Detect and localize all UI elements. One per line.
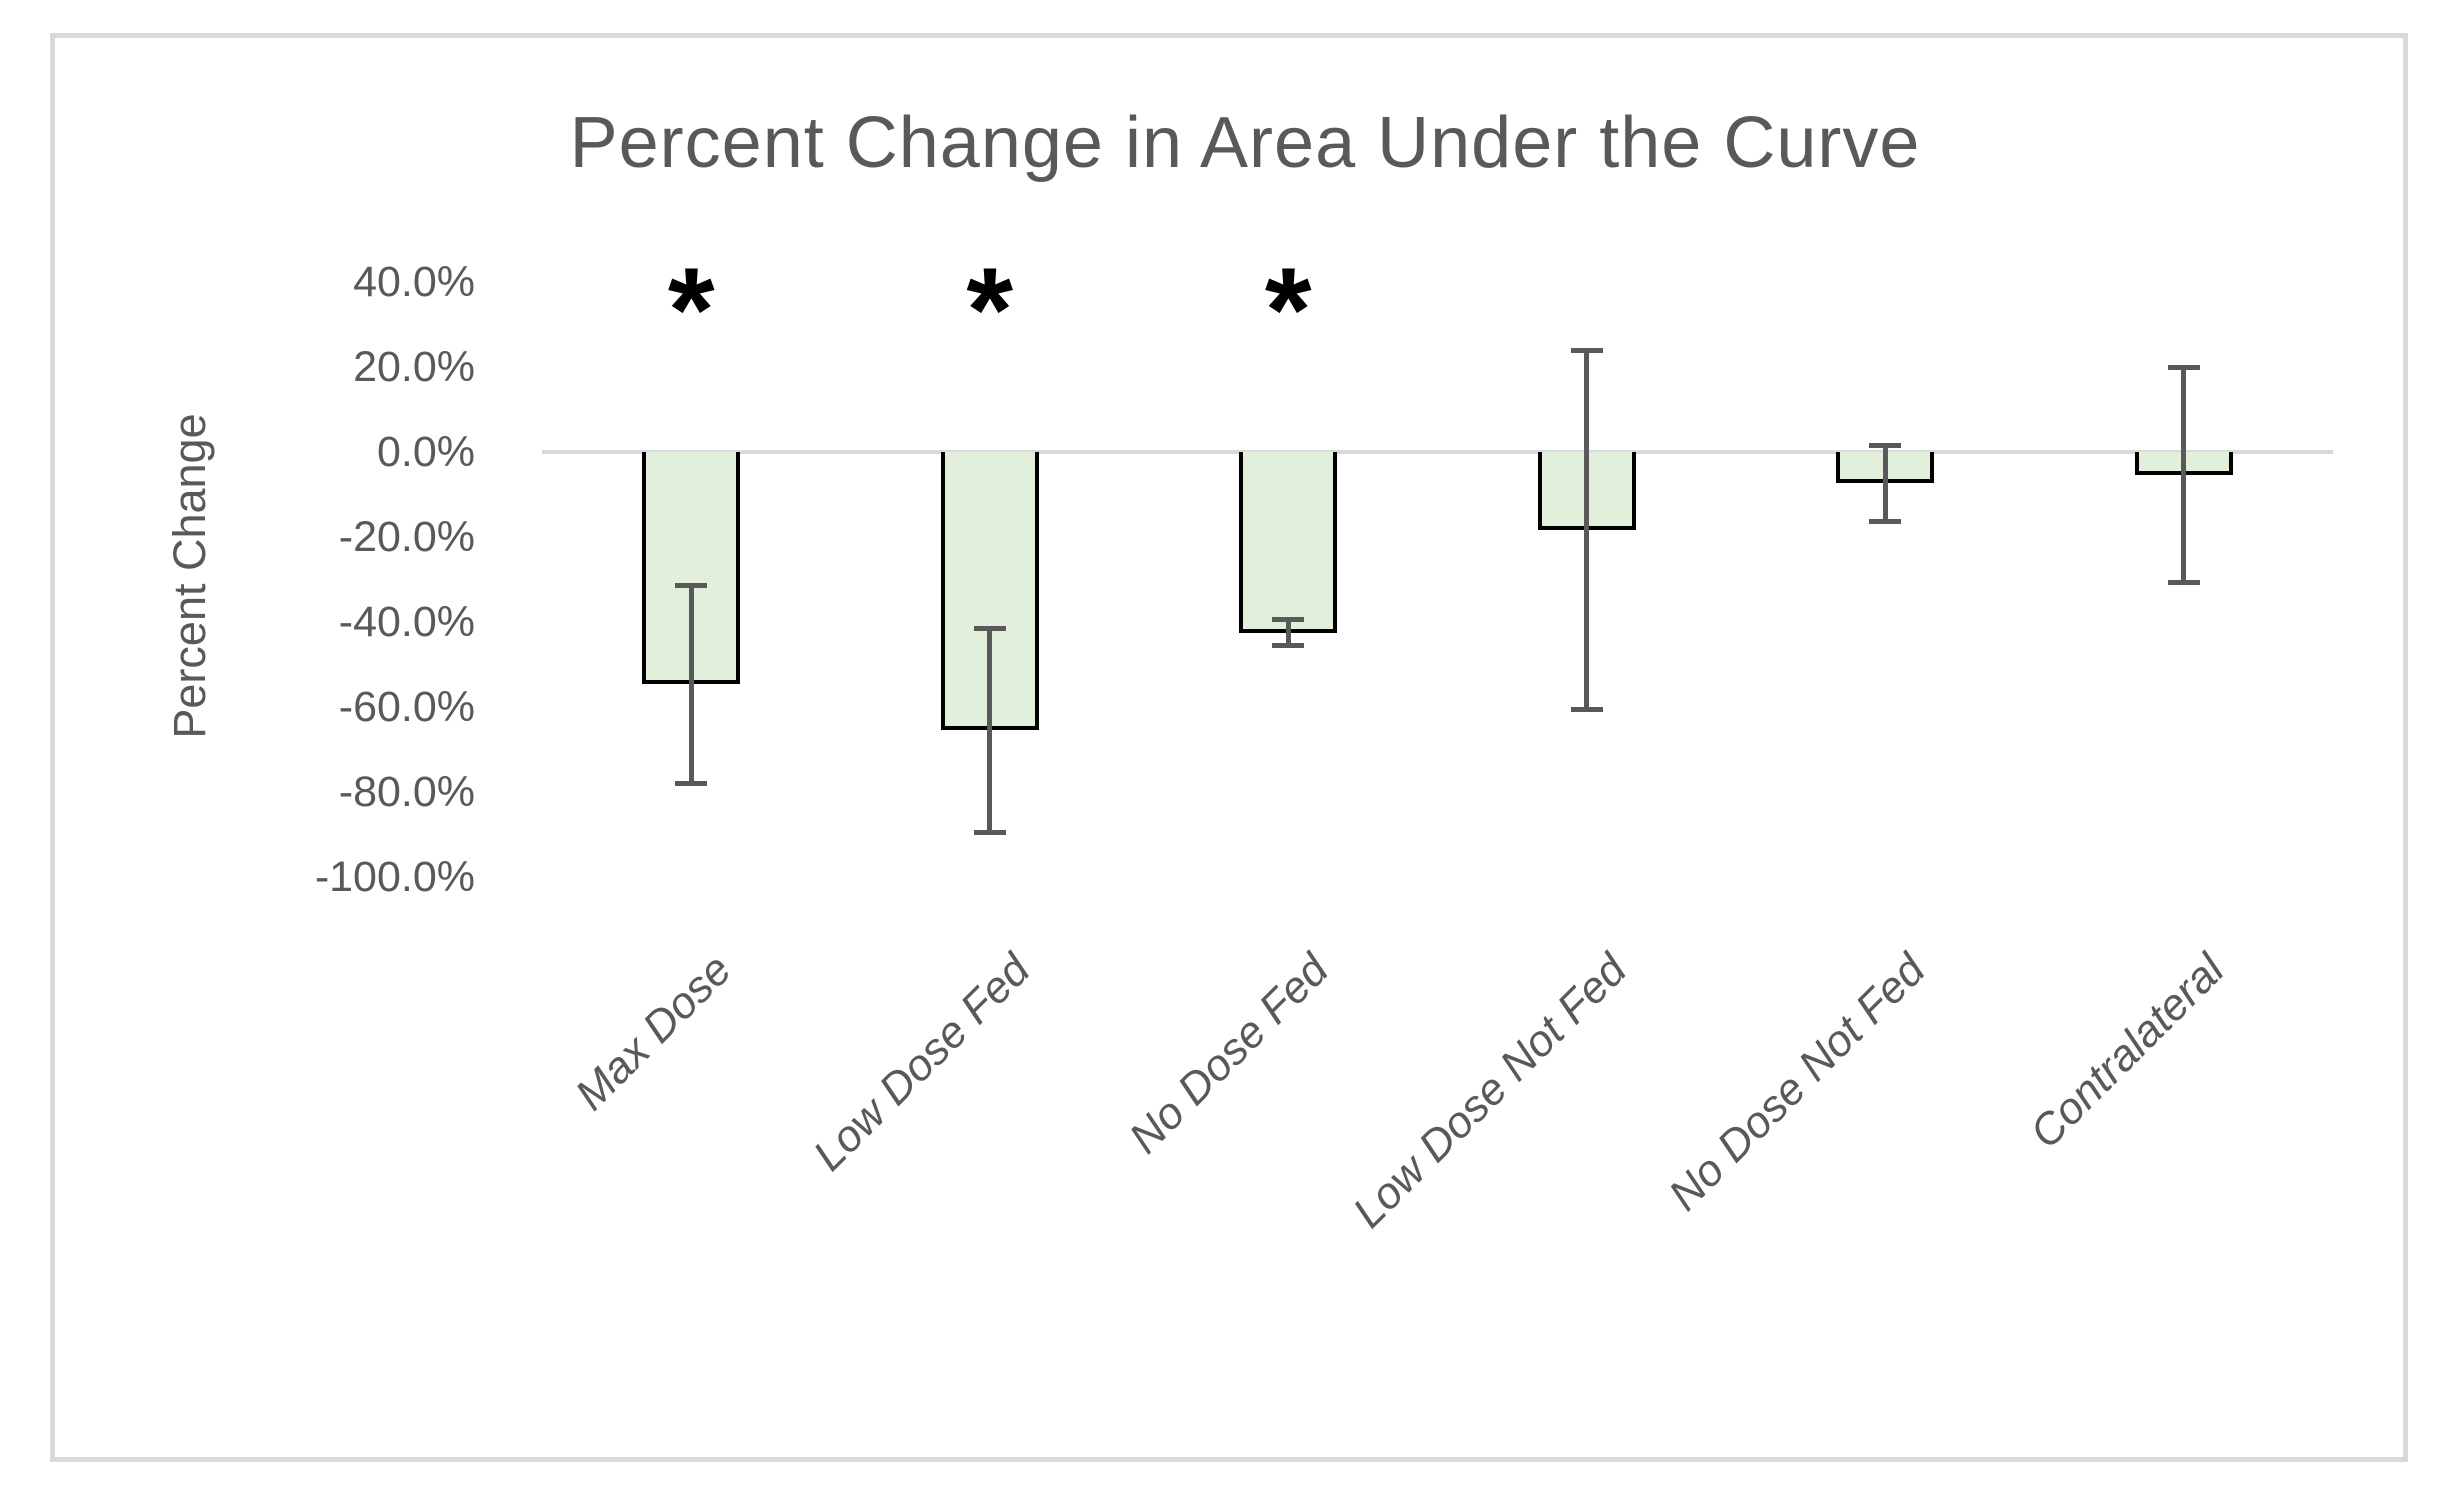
y-tick-label: 40.0% — [353, 258, 475, 306]
error-bar-cap — [1869, 519, 1902, 525]
error-bar-cap — [1869, 442, 1902, 448]
y-tick-label: -60.0% — [338, 683, 475, 731]
error-bar — [2181, 367, 2187, 583]
error-bar-cap — [973, 625, 1006, 631]
y-tick-label: -80.0% — [338, 768, 475, 816]
error-bar — [688, 585, 694, 784]
error-bar-cap — [2167, 365, 2200, 371]
error-bar-cap — [1272, 642, 1305, 648]
error-bar-cap — [1570, 706, 1603, 712]
error-bar-cap — [973, 829, 1006, 835]
y-tick-label: -100.0% — [314, 853, 475, 901]
y-tick-label: 20.0% — [353, 343, 475, 391]
error-bar — [1882, 445, 1888, 522]
chart-border — [50, 33, 2408, 1462]
error-bar-cap — [1272, 617, 1305, 623]
error-bar-cap — [2167, 580, 2200, 586]
significance-asterisk: * — [966, 243, 1014, 377]
error-bar-cap — [675, 780, 708, 786]
error-bar-cap — [1570, 347, 1603, 353]
y-tick-label: 0.0% — [376, 428, 475, 476]
x-axis-zero-line — [542, 450, 2333, 454]
bar-max-dose — [642, 452, 741, 685]
significance-asterisk: * — [1264, 243, 1312, 377]
chart-title: Percent Change in Area Under the Curve — [569, 103, 1921, 183]
significance-asterisk: * — [667, 243, 715, 377]
bar-no-dose-fed — [1239, 452, 1338, 633]
error-bar — [1584, 350, 1590, 710]
y-tick-label: -40.0% — [338, 598, 475, 646]
error-bar-cap — [675, 582, 708, 588]
error-bar — [987, 628, 993, 833]
y-tick-label: -20.0% — [338, 513, 475, 561]
error-bar — [1285, 619, 1291, 646]
